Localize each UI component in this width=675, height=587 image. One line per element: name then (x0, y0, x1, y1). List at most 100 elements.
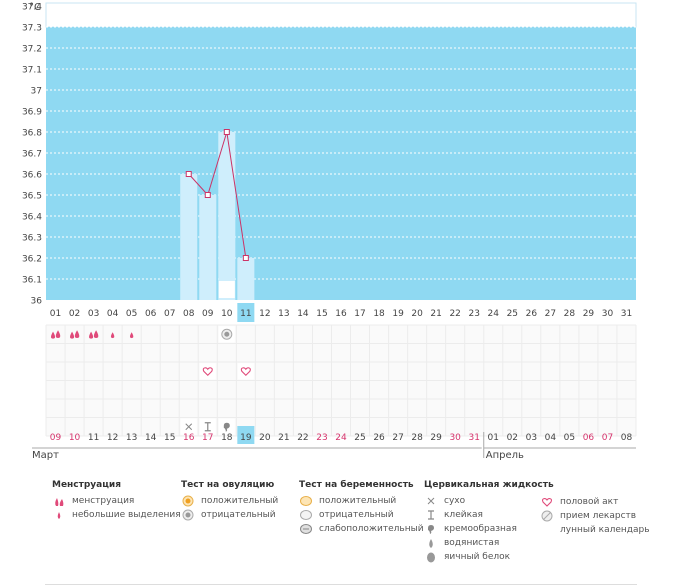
spotting-drop-icon (52, 509, 66, 521)
date-label: 13 (126, 433, 137, 443)
cycle-day-label: 30 (602, 309, 614, 319)
legend-label: отрицательный (319, 510, 394, 520)
cycle-day-label: 01 (50, 309, 61, 319)
legend-ovulation: Тест на овуляцию положительный отрицател… (181, 480, 278, 522)
cycle-day-row: 01 02 03 04 05 06 07 08 09 10 11 12 13 14 15 16 17 18 19 20… (46, 300, 636, 324)
legend-label: сухо (444, 496, 466, 506)
bbt-chart: °C37.4 37.3 37.2 37.1 37 36.9 36.8 36.7 36.6 36.5… (22, 2, 637, 461)
today-date-highlight (237, 426, 255, 444)
date-label: 18 (221, 433, 233, 443)
cycle-day-label: 07 (164, 309, 175, 319)
y-tick-label: 36.7 (22, 150, 42, 160)
temperature-bar (180, 174, 198, 300)
heart-icon (202, 367, 213, 377)
temperature-point (204, 192, 211, 198)
date-label: 29 (430, 433, 442, 443)
legend-item: слабоположительный (299, 522, 424, 536)
legend-other: половой акт прием лекарств лунный календ… (540, 495, 650, 537)
temperature-bars (180, 132, 255, 300)
legend-item: лунный календарь (540, 523, 650, 537)
symptom-symbols (50, 326, 254, 435)
cycle-day-label: 23 (468, 309, 479, 319)
y-tick-label: 36.2 (22, 255, 42, 265)
legend-label: слабоположительный (319, 524, 424, 534)
menstruation-drop-icon (52, 495, 66, 507)
moon-icon (540, 524, 554, 536)
watery-icon (424, 537, 438, 549)
legend-item: небольшие выделения (52, 508, 181, 522)
egg-white-icon (424, 551, 438, 563)
legend-item: положительный (181, 494, 278, 508)
date-label: 07 (602, 433, 613, 443)
spotting-drop-icon (129, 332, 134, 339)
date-label: 12 (107, 433, 118, 443)
legend-label: яичный белок (444, 552, 511, 562)
date-label: 26 (373, 433, 385, 443)
cycle-day-label: 12 (259, 309, 270, 319)
y-tick-label: 37.3 (22, 24, 42, 34)
heart-box (237, 363, 254, 380)
legend-item: отрицательный (299, 508, 424, 522)
date-label: 22 (297, 433, 308, 443)
date-label: 02 (507, 433, 518, 443)
legend-item: отрицательный (181, 508, 278, 522)
plot-area (45, 2, 637, 300)
y-tick-label: 36.5 (22, 192, 42, 202)
legend-label: клейкая (444, 510, 483, 520)
date-label: 14 (145, 433, 157, 443)
y-unit-label: °C (29, 2, 41, 13)
date-label: 05 (564, 433, 575, 443)
legend-title: Тест на овуляцию (181, 480, 275, 490)
cycle-day-label: 03 (88, 309, 99, 319)
date-label: 08 (621, 433, 633, 443)
legend-label: положительный (201, 496, 279, 506)
ovulation-negative-icon (181, 509, 195, 521)
menstruation-drop-icon (70, 331, 75, 339)
y-tick-label: 37.1 (22, 66, 42, 76)
y-tick-label: 37 (31, 87, 42, 97)
cycle-day-label: 16 (335, 309, 347, 319)
legend-menstruation: Менструация менструация небольшие выделе… (52, 480, 181, 522)
cycle-day-label: 27 (545, 309, 556, 319)
date-label: 10 (69, 433, 81, 443)
month-row: Март Апрель (32, 432, 636, 461)
cycle-day-label: 11 (240, 309, 251, 319)
temperature-bar (199, 195, 217, 300)
cycle-day-label: 15 (316, 309, 327, 319)
temperature-point (242, 255, 249, 261)
legend-label: менструация (72, 496, 135, 506)
legend-item: прием лекарств (540, 509, 650, 523)
cycle-day-label: 04 (107, 309, 119, 319)
legend-label: прием лекарств (560, 511, 637, 521)
date-label: 31 (468, 433, 479, 443)
date-label: 23 (316, 433, 327, 443)
temperature-point (223, 129, 230, 135)
cycle-day-label: 17 (354, 309, 365, 319)
legend-label: отрицательный (201, 510, 276, 520)
month-label: Апрель (486, 450, 524, 461)
y-tick-label: 36.8 (22, 129, 42, 139)
date-label: 15 (164, 433, 175, 443)
date-label: 17 (202, 433, 213, 443)
date-label: 20 (259, 433, 271, 443)
date-label: 04 (545, 433, 557, 443)
legend-title: Тест на беременность (299, 480, 414, 490)
date-label: 06 (583, 433, 595, 443)
cycle-day-label: 22 (449, 309, 460, 319)
y-tick-label: 36.3 (22, 234, 42, 244)
menstruation-drop-icon (93, 330, 99, 338)
temperature-bar (218, 132, 236, 300)
legend-item: половой акт (540, 495, 650, 509)
plot-background (46, 27, 636, 300)
legend-label: небольшие выделения (72, 510, 181, 520)
legend-title: Менструация (52, 480, 121, 490)
sticky-icon (424, 509, 438, 521)
temperature-line-path (188, 131, 247, 259)
date-label: 28 (411, 433, 423, 443)
cycle-day-label: 08 (183, 309, 195, 319)
date-label: 01 (488, 433, 499, 443)
plot-top-band (45, 2, 637, 28)
legend-item: яичный белок (424, 550, 554, 564)
menstruation-drop-icon (89, 331, 94, 339)
legend-item: сухо (424, 494, 554, 508)
